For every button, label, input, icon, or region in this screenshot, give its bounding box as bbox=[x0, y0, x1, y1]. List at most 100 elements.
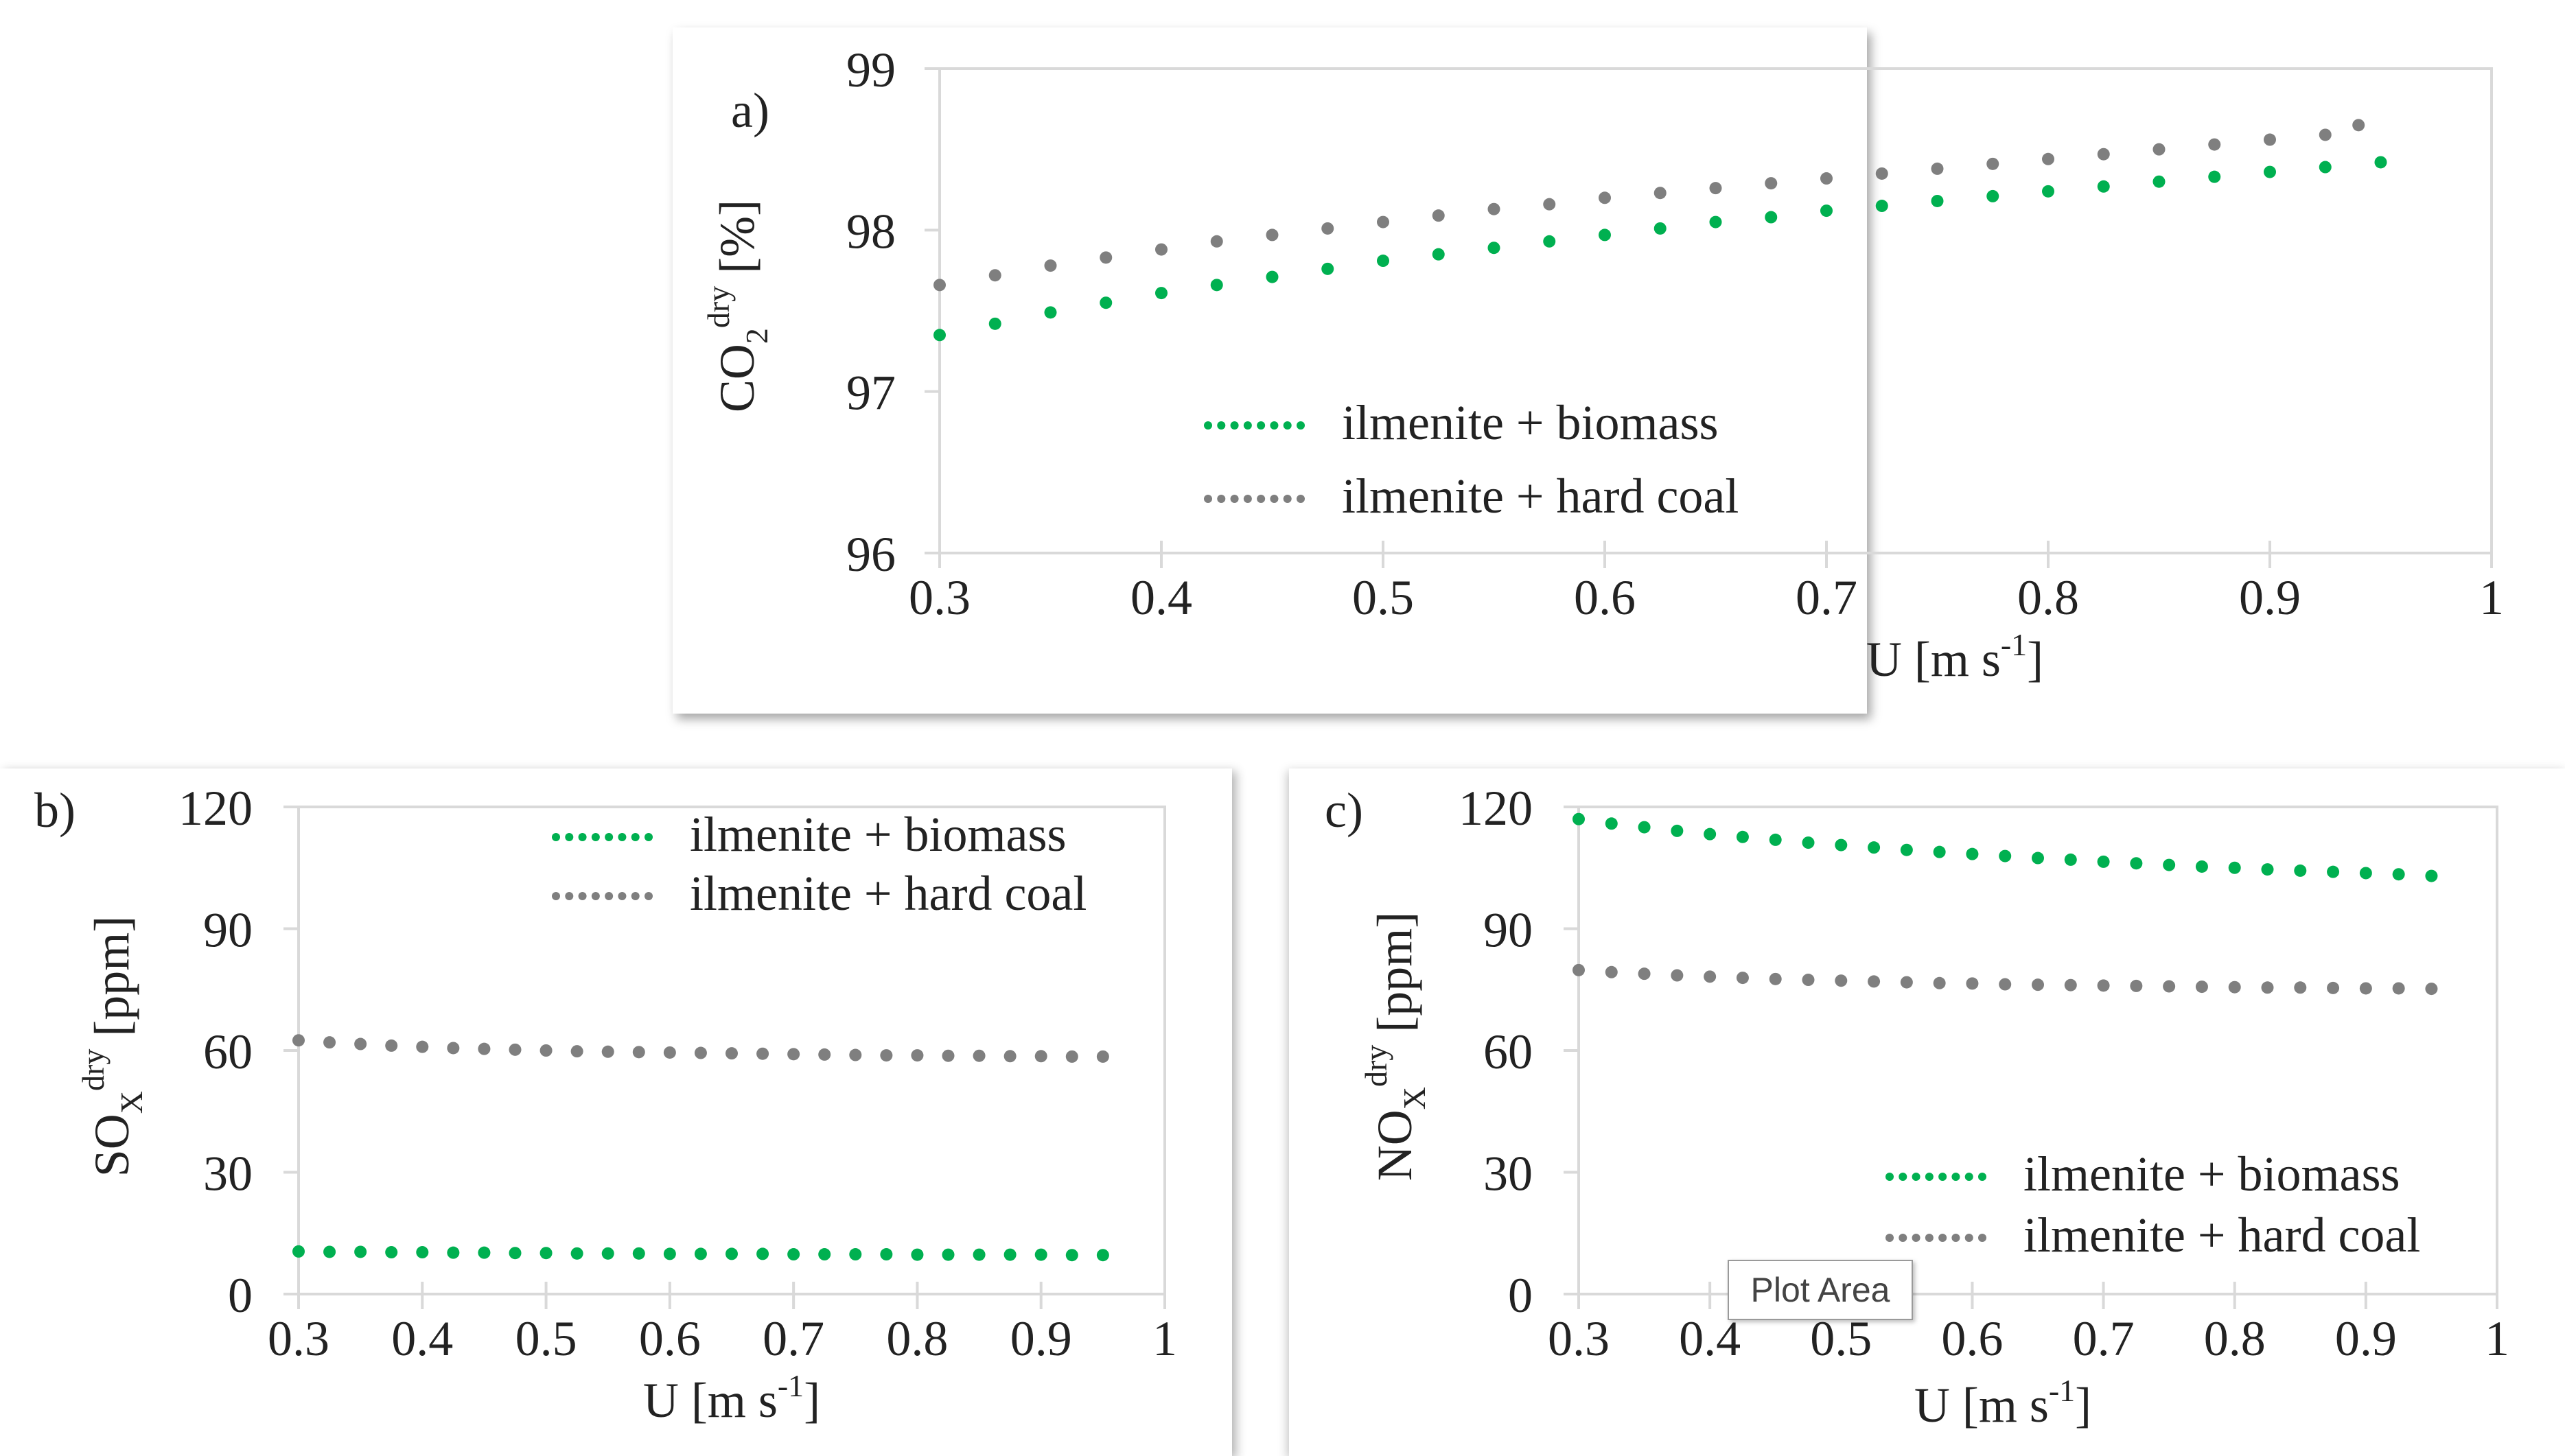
legend-swatch-dot bbox=[1899, 1173, 1907, 1181]
legend-swatch-dot bbox=[552, 833, 560, 841]
x-tick-label: 0.3 bbox=[268, 1311, 329, 1366]
data-point bbox=[818, 1048, 831, 1061]
y-tick-label: 0 bbox=[1508, 1268, 1533, 1323]
data-point bbox=[1769, 833, 1782, 846]
data-point bbox=[1933, 976, 1946, 989]
legend-swatch-dot bbox=[1230, 421, 1239, 430]
data-point bbox=[1704, 827, 1717, 841]
data-point bbox=[1671, 824, 1684, 837]
data-point bbox=[2097, 855, 2110, 868]
data-point bbox=[1321, 262, 1334, 275]
data-point bbox=[2352, 119, 2365, 132]
legend-label: ilmenite + hard coal bbox=[690, 866, 1087, 921]
legend-swatch-dot bbox=[631, 833, 640, 841]
data-point bbox=[632, 1247, 645, 1260]
data-point bbox=[1671, 969, 1684, 982]
y-tick-label: 90 bbox=[1483, 903, 1533, 958]
data-point bbox=[1653, 222, 1667, 235]
x-tick-label: 1 bbox=[1152, 1311, 1177, 1366]
data-point bbox=[1999, 978, 2012, 991]
x-tick-label: 0.4 bbox=[1130, 570, 1192, 625]
data-point bbox=[1736, 830, 1749, 843]
data-point bbox=[2152, 143, 2166, 156]
data-point bbox=[2195, 860, 2208, 873]
data-point bbox=[1100, 296, 1113, 309]
data-point bbox=[1155, 287, 1168, 300]
data-point bbox=[1868, 841, 1881, 854]
data-point bbox=[1765, 177, 1778, 190]
x-tick-label: 0.3 bbox=[1548, 1311, 1610, 1366]
data-point bbox=[694, 1046, 707, 1059]
data-point bbox=[911, 1049, 924, 1062]
data-point bbox=[1931, 194, 1944, 207]
x-tick-label: 0.3 bbox=[909, 570, 971, 625]
legend-label: ilmenite + biomass bbox=[690, 807, 1067, 862]
panel-label: c) bbox=[1325, 783, 1363, 838]
data-point bbox=[1210, 279, 1223, 292]
data-point bbox=[942, 1248, 955, 1261]
data-point bbox=[2152, 175, 2166, 188]
data-point bbox=[1543, 198, 1556, 211]
y-tick-label: 97 bbox=[846, 366, 896, 421]
legend-swatch-dot bbox=[1297, 421, 1305, 430]
data-point bbox=[2042, 185, 2054, 198]
data-point bbox=[2359, 867, 2372, 880]
data-point bbox=[1599, 191, 1611, 204]
series-hard-coal bbox=[292, 1034, 1109, 1063]
data-point bbox=[1599, 228, 1611, 242]
legend-swatch-dot bbox=[631, 892, 640, 900]
data-point bbox=[880, 1049, 893, 1062]
x-tick-label: 0.9 bbox=[2239, 570, 2301, 625]
data-point bbox=[2264, 165, 2276, 178]
y-axis-label: NOXdry [ppm] bbox=[1358, 912, 1432, 1182]
data-point bbox=[2392, 982, 2405, 995]
legend-entry: ilmenite + hard coal bbox=[552, 866, 1087, 921]
data-point bbox=[1605, 965, 1618, 978]
chart-panel-a: 96 97 98 99 0.3 0.4 0.5 0.6 0.7 0.8 0.9 1 ilmenite +… bbox=[673, 27, 2504, 714]
y-tick-label: 98 bbox=[846, 204, 896, 259]
legend-swatch-dot bbox=[1951, 1173, 1960, 1181]
data-point bbox=[2032, 852, 2044, 865]
data-point bbox=[2208, 170, 2221, 183]
y-tick-label: 96 bbox=[846, 527, 896, 582]
x-axis-label: U [m s-1] bbox=[643, 1368, 820, 1428]
data-point bbox=[2294, 981, 2307, 994]
y-tick-label: 30 bbox=[203, 1147, 253, 1201]
data-point bbox=[1835, 974, 1848, 987]
series-biomass bbox=[1572, 812, 2438, 882]
data-point bbox=[1003, 1248, 1017, 1261]
legend-swatch-dot bbox=[552, 892, 560, 900]
y-tick-label: 60 bbox=[203, 1024, 253, 1079]
x-tick-label: 0.8 bbox=[2204, 1311, 2266, 1366]
data-point bbox=[849, 1248, 862, 1261]
data-point bbox=[942, 1049, 955, 1062]
x-tick-label: 0.5 bbox=[515, 1311, 577, 1366]
x-tick-label: 0.6 bbox=[1941, 1311, 2003, 1366]
data-point bbox=[933, 329, 946, 342]
data-point bbox=[1432, 209, 1445, 222]
series-biomass bbox=[933, 156, 2387, 342]
x-tick-label: 0.7 bbox=[1796, 570, 1857, 625]
legend-entry: ilmenite + biomass bbox=[552, 807, 1067, 862]
data-point bbox=[1377, 215, 1389, 228]
data-point bbox=[756, 1047, 769, 1060]
data-point bbox=[478, 1246, 491, 1259]
data-point bbox=[2264, 133, 2276, 146]
x-tick-label: 0.4 bbox=[391, 1311, 453, 1366]
data-point bbox=[787, 1248, 800, 1261]
data-point bbox=[988, 317, 1001, 330]
data-point bbox=[1487, 202, 1500, 215]
legend-swatch-dot bbox=[1283, 495, 1292, 503]
data-point bbox=[292, 1245, 305, 1258]
legend-swatch-dot bbox=[1964, 1234, 1973, 1242]
data-point bbox=[1096, 1050, 1109, 1063]
legend-swatch-dot bbox=[1912, 1234, 1920, 1242]
data-point bbox=[1065, 1050, 1078, 1063]
plot-area-tooltip: Plot Area bbox=[1728, 1260, 1913, 1320]
data-point bbox=[1065, 1249, 1078, 1262]
data-point bbox=[509, 1247, 522, 1260]
data-point bbox=[1543, 235, 1556, 248]
data-point bbox=[663, 1247, 676, 1260]
data-point bbox=[2064, 978, 2077, 991]
data-point bbox=[2195, 981, 2208, 994]
